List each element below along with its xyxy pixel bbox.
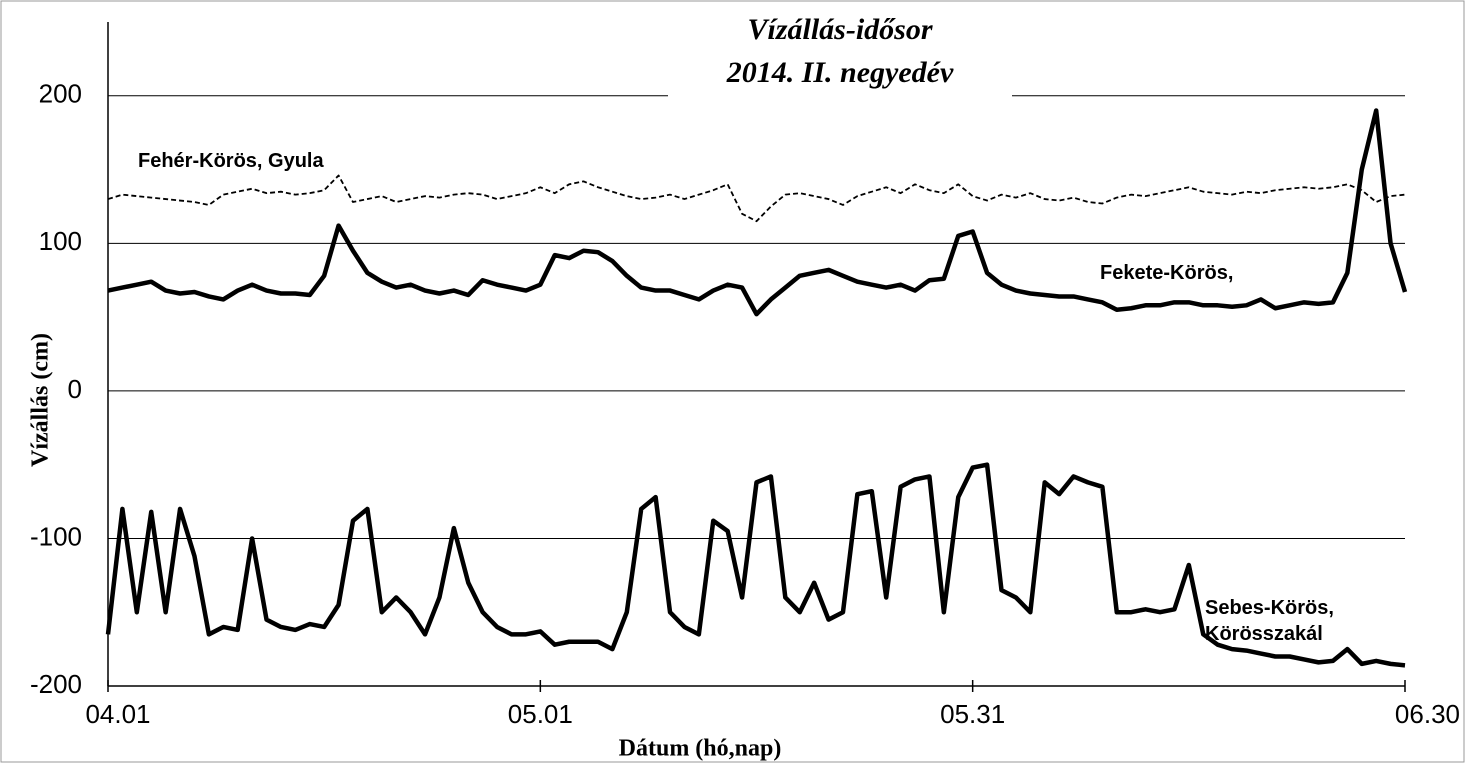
x-tick-label: 04.01	[85, 699, 150, 729]
y-tick-label: -200	[30, 669, 82, 699]
x-axis-title: Dátum (hó,nap)	[619, 736, 782, 762]
series-line	[105, 462, 1406, 668]
y-tick-label: -100	[30, 521, 82, 551]
chart-subtitle: 2014. II. negyedév	[726, 56, 954, 89]
y-tick-label: 100	[39, 226, 82, 256]
series-label: Fekete-Körös,	[1100, 262, 1234, 284]
series-line	[107, 108, 1408, 317]
chart-title: Vízállás-idősor	[747, 13, 932, 46]
x-tick-label: 05.01	[508, 699, 573, 729]
y-tick-label: 200	[39, 79, 82, 109]
x-tick-label: 06.30	[1395, 699, 1460, 729]
x-tick-label: 05.31	[940, 699, 1005, 729]
y-axis-title: Vízállás (cm)	[28, 333, 54, 467]
series-line	[107, 174, 1406, 223]
series-label: Sebes-Körös, Körösszakál	[1205, 597, 1334, 645]
title-box	[668, 10, 1012, 100]
series-label: Fehér-Körös, Gyula	[138, 150, 324, 172]
y-tick-label: 0	[68, 374, 82, 404]
